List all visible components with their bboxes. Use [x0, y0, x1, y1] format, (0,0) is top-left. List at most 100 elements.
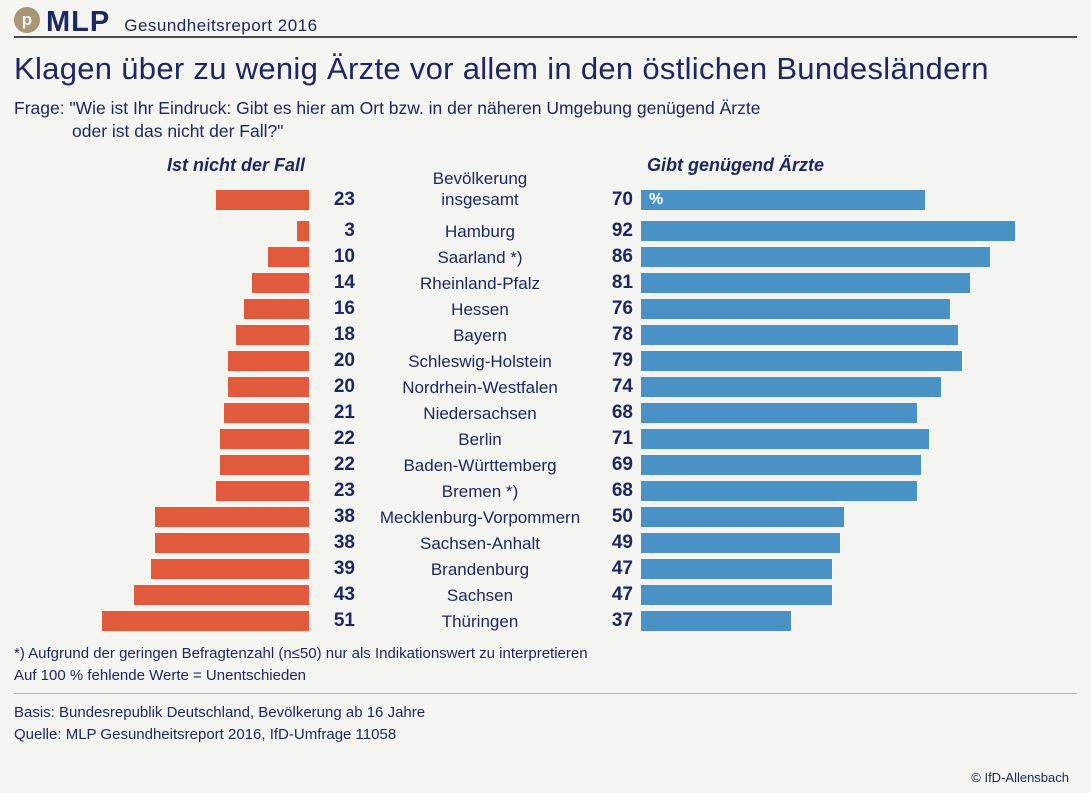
value-enough: 71: [611, 428, 633, 449]
chart-row: 38 Sachsen-Anhalt 49: [14, 530, 1077, 556]
chart-row: 23 Bevölkerung insgesamt 70%: [14, 169, 1077, 210]
bar-not-enough-doctors: [134, 585, 309, 605]
value-enough: 79: [611, 350, 633, 371]
category-label: Saarland *): [437, 247, 523, 267]
category-label: Berlin: [458, 429, 502, 449]
value-not-enough: 23: [333, 189, 355, 210]
value-not-enough: 51: [333, 610, 355, 631]
footnotes: *) Aufgrund der geringen Befragtenzahl (…: [14, 643, 1077, 687]
bar-enough-doctors: [641, 351, 962, 371]
value-enough: 47: [611, 584, 633, 605]
basis-line: Basis: Bundesrepublik Deutschland, Bevöl…: [14, 704, 426, 721]
mlp-logo-icon: p: [14, 7, 40, 33]
category-label: Mecklenburg-Vorpommern: [379, 507, 581, 527]
left-bar-cell: [14, 585, 309, 605]
chart-row: 43 Sachsen 47: [14, 582, 1077, 608]
bar-not-enough-doctors: [244, 299, 309, 319]
value-enough: 68: [611, 480, 633, 501]
right-bar-cell: [641, 507, 1077, 527]
value-enough: 69: [611, 454, 633, 475]
chart-row: 16 Hessen 76: [14, 296, 1077, 322]
bar-not-enough-doctors: [216, 190, 309, 210]
chart-row: 22 Baden-Württemberg 69: [14, 452, 1077, 478]
right-bar-cell: [641, 455, 1077, 475]
category-label: Hamburg: [445, 221, 515, 241]
left-bar-cell: [14, 377, 309, 397]
right-bar-cell: [641, 351, 1077, 371]
category-label: Bayern: [453, 325, 507, 345]
right-bar-cell: [641, 559, 1077, 579]
chart-row: 3 Hamburg 92: [14, 218, 1077, 244]
left-bar-cell: [14, 533, 309, 553]
bar-enough-doctors: [641, 559, 832, 579]
right-bar-cell: [641, 273, 1077, 293]
right-bar-cell: [641, 299, 1077, 319]
bar-not-enough-doctors: [216, 481, 309, 501]
left-series-header: Ist nicht der Fall: [166, 155, 305, 175]
category-label: Sachsen-Anhalt: [419, 533, 541, 553]
value-not-enough: 38: [333, 532, 355, 553]
percent-unit-label: %: [649, 191, 664, 208]
bar-enough-doctors: [641, 611, 791, 631]
right-bar-cell: [641, 377, 1077, 397]
bar-not-enough-doctors: [236, 325, 309, 345]
survey-question-line1: Frage: "Wie ist Ihr Eindruck: Gibt es hi…: [14, 98, 761, 118]
page-title: Klagen über zu wenig Ärzte vor allem in …: [14, 51, 989, 86]
chart-rows: 23 Bevölkerung insgesamt 70% 3 Hamburg 92 10 Sa…: [14, 169, 1077, 634]
brand-name: MLP: [46, 6, 111, 38]
value-not-enough: 10: [333, 246, 355, 267]
value-enough: 74: [611, 376, 633, 397]
right-bar-cell: [641, 221, 1077, 241]
value-not-enough: 14: [333, 272, 355, 293]
bar-not-enough-doctors: [220, 429, 309, 449]
report-name: Gesundheitsreport 2016: [124, 16, 318, 35]
survey-question: Frage: "Wie ist Ihr Eindruck: Gibt es hi…: [14, 97, 1077, 143]
bar-not-enough-doctors: [102, 611, 309, 631]
value-enough: 47: [611, 558, 633, 579]
bar-not-enough-doctors: [224, 403, 309, 423]
header: p MLP Gesundheitsreport 2016: [14, 6, 1077, 38]
bar-enough-doctors: [641, 273, 970, 293]
footer: Basis: Bundesrepublik Deutschland, Bevöl…: [14, 702, 1077, 746]
bar-not-enough-doctors: [155, 507, 309, 527]
value-not-enough: 3: [344, 220, 355, 241]
right-bar-cell: [641, 325, 1077, 345]
chart-row: 22 Berlin 71: [14, 426, 1077, 452]
bar-not-enough-doctors: [268, 247, 309, 267]
category-label: Hessen: [451, 299, 509, 319]
right-bar-cell: [641, 481, 1077, 501]
value-not-enough: 22: [333, 428, 355, 449]
value-enough: 68: [611, 402, 633, 423]
chart-row: 21 Niedersachsen 68: [14, 400, 1077, 426]
bar-not-enough-doctors: [220, 455, 309, 475]
value-enough: 92: [611, 220, 633, 241]
value-not-enough: 20: [333, 376, 355, 397]
value-not-enough: 43: [333, 584, 355, 605]
left-bar-cell: [14, 481, 309, 501]
right-bar-cell: [641, 247, 1077, 267]
value-enough: 49: [611, 532, 633, 553]
bar-enough-doctors: [641, 221, 1015, 241]
bar-enough-doctors: %: [641, 190, 925, 210]
footnote-2: Auf 100 % fehlende Werte = Unentschieden: [14, 667, 307, 684]
category-label: Rheinland-Pfalz: [419, 273, 540, 293]
chart-row: 23 Bremen *) 68: [14, 478, 1077, 504]
bar-enough-doctors: [641, 325, 958, 345]
left-bar-cell: [14, 507, 309, 527]
category-label: Niedersachsen: [423, 403, 537, 423]
right-bar-cell: [641, 429, 1077, 449]
value-enough: 81: [611, 272, 633, 293]
value-not-enough: 20: [333, 350, 355, 371]
value-enough: 76: [611, 298, 633, 319]
category-label: Bremen *): [441, 481, 519, 501]
chart-row: 20 Nordrhein-Westfalen 74: [14, 374, 1077, 400]
left-bar-cell: [14, 247, 309, 267]
category-label: Baden-Württemberg: [403, 455, 557, 475]
bar-not-enough-doctors: [297, 221, 309, 241]
value-not-enough: 39: [333, 558, 355, 579]
bar-not-enough-doctors: [155, 533, 309, 553]
chart-row: 38 Mecklenburg-Vorpommern 50: [14, 504, 1077, 530]
right-bar-cell: [641, 403, 1077, 423]
bar-not-enough-doctors: [151, 559, 309, 579]
